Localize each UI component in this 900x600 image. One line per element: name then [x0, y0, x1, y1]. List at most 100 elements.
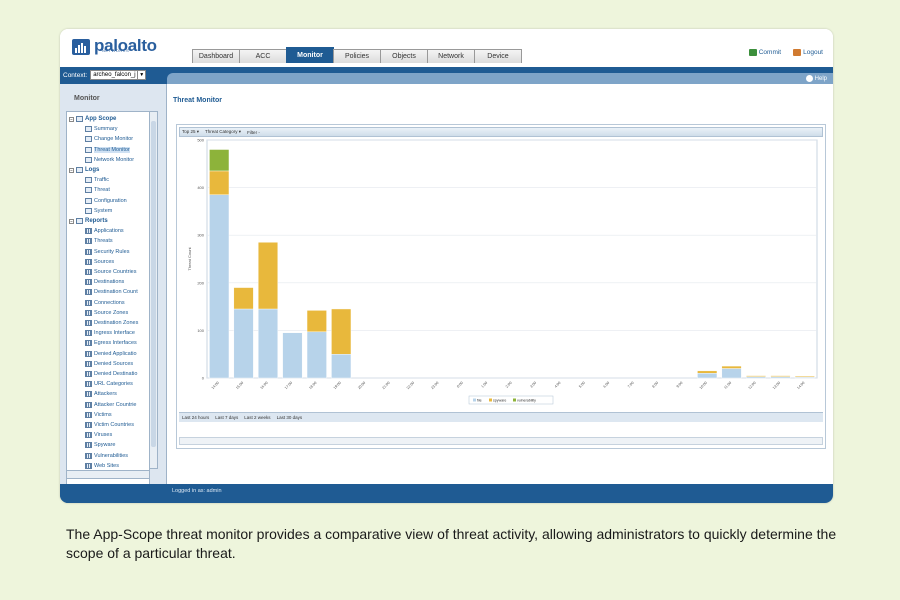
threat-chart: 0 100 200 300 400 500 Threat Count 14:00 15:00 16…: [187, 138, 818, 405]
main-content: Threat Monitor Top 25 ▾ Threat Category …: [168, 84, 833, 484]
bar-file-21: [721, 368, 742, 379]
sidebar-item-web-sites[interactable]: Web Sites: [85, 462, 119, 469]
top-n-dropdown[interactable]: Top 25 ▾: [182, 129, 200, 134]
scope-icon: [85, 136, 92, 143]
sidebar-item-denied-destinatio[interactable]: Denied Destinatio: [85, 371, 137, 377]
report-icon: [85, 452, 92, 459]
tree-group-logs[interactable]: − Logs: [69, 167, 99, 173]
x-tick-label: 16:00: [260, 381, 269, 390]
tab-network[interactable]: Network: [427, 49, 475, 63]
sidebar-item-attackers[interactable]: Attackers: [85, 391, 117, 398]
main-topbar: Help: [167, 73, 833, 84]
tree-group-reports[interactable]: − Reports: [69, 218, 108, 224]
sidebar-item-egress-interfaces[interactable]: Egress Interfaces: [85, 340, 137, 347]
sidebar-item-source-zones[interactable]: Source Zones: [85, 309, 128, 316]
x-tick-label: 23:00: [430, 381, 439, 390]
x-tick-label: 19:00: [333, 381, 342, 390]
sidebar-item-label: Connections: [94, 299, 125, 306]
sidebar-item-label: Summary: [94, 126, 118, 133]
sidebar-item-destination-zones[interactable]: Destination Zones: [85, 320, 138, 326]
tree-horizontal-scrollbar[interactable]: [66, 470, 150, 479]
report-icon: [85, 299, 92, 306]
tab-device[interactable]: Device: [474, 49, 522, 63]
sidebar-item-network-monitor[interactable]: Network Monitor: [85, 156, 134, 163]
sidebar-item-system[interactable]: System: [85, 207, 112, 214]
report-icon: [85, 269, 92, 275]
sidebar-item-sources[interactable]: Sources: [85, 258, 114, 265]
sidebar-item-label: Applications: [94, 228, 124, 235]
sidebar-item-destination-count[interactable]: Destination Count: [85, 289, 138, 296]
sidebar-item-security-rules[interactable]: Security Rules: [85, 248, 129, 255]
folder-icon: [76, 167, 83, 173]
x-tick-label: 13:00: [772, 381, 781, 390]
context-value: archeo_falcon_j: [93, 72, 136, 78]
login-status: Logged in as: admin: [172, 488, 222, 494]
help-button[interactable]: Help: [805, 75, 827, 82]
sidebar-item-url-categories[interactable]: URL Categories: [85, 381, 133, 388]
sidebar-item-traffic[interactable]: Traffic: [85, 177, 109, 184]
tab-objects[interactable]: Objects: [380, 49, 428, 63]
x-tick-label: 0:00: [456, 381, 464, 389]
tab-policies[interactable]: Policies: [333, 49, 381, 63]
legend-swatch-file: [473, 398, 476, 402]
x-tick-label: 21:00: [382, 381, 391, 390]
report-icon: [85, 289, 92, 296]
collapse-icon[interactable]: −: [69, 116, 74, 122]
range-button-2[interactable]: Last 2 weeks: [244, 415, 271, 420]
y-axis-label: Threat Count: [187, 246, 192, 270]
sidebar-item-change-monitor[interactable]: Change Monitor: [85, 136, 133, 143]
sidebar-item-viruses[interactable]: Viruses: [85, 432, 112, 439]
sidebar-item-denied-sources[interactable]: Denied Sources: [85, 360, 134, 367]
x-tick-label: 6:00: [603, 381, 611, 389]
sidebar-item-label: Destination Count: [94, 289, 138, 296]
report-icon: [85, 462, 92, 469]
sidebar-item-applications[interactable]: Applications: [85, 228, 124, 235]
time-range-bar: Last 24 hours Last 7 days Last 2 weeks Last…: [179, 412, 823, 422]
logout-button[interactable]: Logout: [793, 49, 823, 56]
folder-icon: [76, 116, 83, 122]
sidebar-item-ingress-interface[interactable]: Ingress Interface: [85, 330, 135, 337]
sidebar-item-denied-applicatio[interactable]: Denied Applicatio: [85, 350, 137, 357]
sidebar-item-destinations[interactable]: Destinations: [85, 279, 125, 286]
sidebar-item-label: Destinations: [94, 279, 125, 286]
sidebar-item-threat[interactable]: Threat: [85, 187, 110, 194]
bar-spyware-22: [746, 375, 766, 377]
sidebar-item-attacker-countrie[interactable]: Attacker Countrie: [85, 401, 137, 408]
tab-monitor[interactable]: Monitor: [286, 47, 334, 63]
sidebar-item-spyware[interactable]: Spyware: [85, 442, 115, 449]
tab-dashboard[interactable]: Dashboard: [192, 49, 240, 63]
collapse-icon[interactable]: −: [69, 218, 74, 224]
sidebar-item-victim-countries[interactable]: Victim Countries: [85, 422, 134, 428]
context-dropdown[interactable]: archeo_falcon_j ▼: [90, 70, 147, 80]
sidebar-item-source-countries[interactable]: Source Countries: [85, 269, 137, 275]
range-button-3[interactable]: Last 30 days: [276, 415, 303, 420]
range-button-1[interactable]: Last 7 days: [215, 415, 239, 420]
report-icon: [85, 330, 92, 337]
sidebar-item-label: Denied Sources: [94, 360, 134, 367]
chevron-down-icon: ▼: [137, 71, 145, 79]
y-tick-label: 300: [197, 233, 204, 238]
bar-spyware-2: [258, 242, 278, 310]
report-icon: [85, 320, 92, 326]
range-button-0[interactable]: Last 24 hours: [182, 415, 210, 420]
tree-group-app-scope[interactable]: − App Scope: [69, 116, 116, 122]
sidebar-item-label: Threats: [94, 238, 113, 245]
legend-swatch-vulnerability: [513, 398, 516, 402]
sidebar-item-connections[interactable]: Connections: [85, 299, 125, 306]
legend-box: [468, 395, 554, 405]
sidebar-item-vulnerabilities[interactable]: Vulnerabilities: [85, 452, 128, 459]
sidebar-item-threat-monitor[interactable]: Threat Monitor: [85, 146, 130, 153]
main-tabs: Dashboard ACC Monitor Policies Objects Networ…: [192, 47, 522, 63]
sidebar-item-summary[interactable]: Summary: [85, 126, 118, 133]
sidebar-item-victims[interactable]: Victims: [85, 411, 112, 418]
sidebar-item-configuration[interactable]: Configuration: [85, 197, 127, 204]
tab-acc[interactable]: ACC: [239, 49, 287, 63]
commit-button[interactable]: Commit: [748, 49, 781, 56]
category-dropdown[interactable]: Threat Category ▾: [205, 129, 242, 134]
sidebar-item-threats[interactable]: Threats: [85, 238, 113, 245]
bar-spyware-23: [770, 375, 791, 377]
tree-vertical-scrollbar[interactable]: [149, 111, 158, 469]
panel-horizontal-scrollbar[interactable]: [179, 437, 823, 445]
filter-dropdown[interactable]: Filter -: [247, 129, 260, 135]
collapse-icon[interactable]: −: [69, 167, 74, 173]
